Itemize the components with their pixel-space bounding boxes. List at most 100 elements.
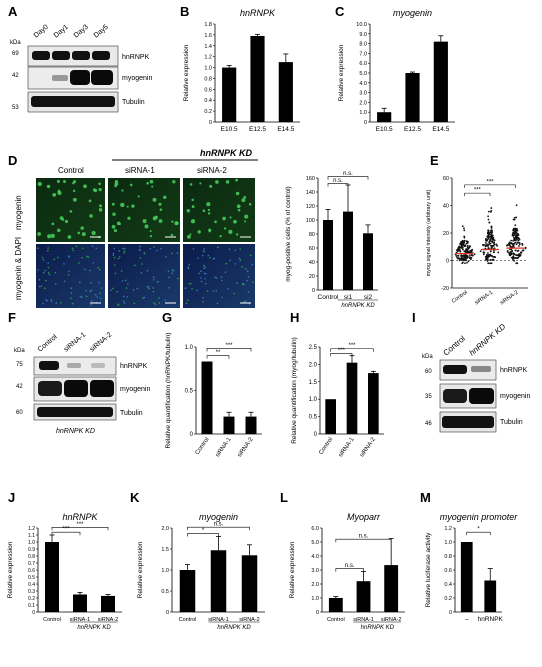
scatter-point [487, 218, 490, 221]
scatter-point [465, 251, 467, 254]
cell-dot [149, 235, 153, 238]
blot-band [72, 51, 90, 60]
cell-dot [188, 263, 191, 266]
x-tick-label: E14.5 [277, 126, 294, 133]
x-tick-label: E10.5 [221, 126, 238, 133]
panel-letter-j: J [8, 490, 15, 505]
scatter-point [489, 253, 492, 256]
scatter-point [460, 256, 463, 258]
bar [484, 580, 497, 612]
panel-f-blot: kDa Control siRNA-1 siRNA-2 75 42 60 hnR… [14, 331, 150, 435]
cell-dot [89, 214, 93, 218]
cell-dot [202, 300, 204, 303]
y-tick-label: 4.0 [311, 554, 319, 560]
y-axis-label: Relative expression [183, 44, 190, 101]
scatter-point [489, 236, 491, 238]
blot-a-marker: 69 [12, 51, 19, 57]
scatter-point [508, 243, 511, 246]
blot-band [64, 380, 88, 397]
cell-dot [79, 295, 82, 298]
significance-bracket [206, 355, 230, 359]
scatter-point [461, 255, 464, 257]
cell-dot [156, 280, 159, 283]
cell-dot [71, 247, 74, 250]
cell-dot [123, 295, 125, 298]
significance-bracket [327, 183, 349, 187]
cell-dot [57, 228, 61, 233]
y-axis-label: Relative expression [7, 541, 14, 598]
scatter-point [486, 245, 489, 247]
scatter-point [483, 251, 486, 254]
cell-dot [42, 271, 45, 274]
cell-dot [118, 250, 120, 252]
scatter-point [518, 238, 521, 241]
y-tick-label: 0.8 [204, 76, 212, 82]
panel-d-row-label: myogenin [14, 195, 23, 230]
cell-dot [88, 199, 92, 203]
significance-bracket [187, 526, 250, 531]
x-tick-label: Control [195, 437, 211, 456]
cell-dot [59, 216, 64, 220]
scatter-point [482, 253, 485, 256]
scatter-point [509, 248, 511, 251]
cell-dot [71, 302, 74, 305]
cell-dot [37, 269, 39, 271]
cell-dot [91, 245, 94, 248]
cell-dot [152, 287, 154, 289]
cell-dot [125, 287, 128, 289]
cell-dot [81, 232, 86, 237]
cell-dot [47, 266, 50, 269]
cell-dot [235, 191, 240, 196]
cell-dot [212, 290, 215, 292]
scatter-point [484, 245, 487, 248]
scatter-point [455, 255, 458, 257]
y-tick-label: 6.0 [311, 526, 319, 532]
cell-dot [207, 212, 211, 215]
cell-dot [233, 292, 235, 295]
scatter-point [489, 262, 492, 265]
cell-dot [214, 220, 217, 224]
group-label: hnRNPK KD [341, 303, 375, 309]
scatter-point [515, 216, 518, 219]
cell-dot [227, 288, 229, 290]
y-tick-label: 0 [449, 610, 452, 616]
y-axis-label: Relative expression [289, 541, 296, 598]
cell-dot [234, 263, 237, 265]
cell-dot [215, 180, 219, 184]
cell-dot [37, 181, 42, 187]
cell-dot [151, 185, 154, 188]
scatter-point [492, 251, 495, 254]
cell-dot [144, 224, 149, 229]
y-tick-label: 140 [306, 190, 315, 196]
scatter-point [463, 229, 466, 232]
cell-dot [247, 291, 250, 293]
cell-dot [50, 300, 53, 303]
cell-dot [228, 248, 231, 250]
scatter-point [462, 248, 464, 251]
cell-dot [80, 226, 84, 230]
scatter-point [461, 247, 463, 250]
scatter-point [513, 238, 515, 241]
x-tick-label: Control [318, 294, 340, 301]
y-tick-label: 1.2 [28, 526, 35, 532]
cell-dot [43, 287, 46, 290]
cell-dot [215, 289, 218, 292]
cell-dot [143, 252, 145, 254]
x-tick-label: siRNA-2 [499, 290, 519, 307]
scatter-point [463, 256, 466, 259]
cell-dot [225, 262, 228, 265]
cell-dot [219, 235, 222, 238]
cell-dot [89, 290, 92, 293]
cell-dot [121, 189, 124, 192]
cell-dot [205, 282, 207, 285]
y-tick-label: 0 [312, 288, 315, 294]
scatter-point [506, 250, 509, 252]
scatter-point [463, 227, 465, 230]
micrograph-dapi-control [36, 244, 105, 308]
bar [325, 399, 336, 434]
y-tick-label: 100 [306, 218, 315, 224]
scatter-point [489, 210, 492, 213]
y-tick-label: 1.2 [204, 55, 212, 61]
cell-dot [159, 208, 163, 211]
cell-dot [167, 270, 170, 272]
